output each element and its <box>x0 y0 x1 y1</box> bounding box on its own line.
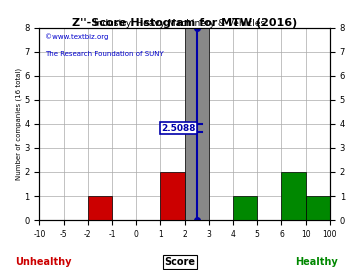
Bar <box>88 196 112 220</box>
Bar <box>306 196 330 220</box>
Text: Healthy: Healthy <box>296 257 338 267</box>
Bar <box>185 28 209 220</box>
Bar <box>161 172 185 220</box>
Title: Z''-Score Histogram for MTW (2016): Z''-Score Histogram for MTW (2016) <box>72 18 297 28</box>
Bar <box>233 196 257 220</box>
Text: ©www.textbiz.org: ©www.textbiz.org <box>45 33 109 40</box>
Text: Score: Score <box>165 257 195 267</box>
Text: 2.5088: 2.5088 <box>161 124 196 133</box>
Y-axis label: Number of companies (16 total): Number of companies (16 total) <box>15 68 22 180</box>
Bar <box>282 172 306 220</box>
Text: The Research Foundation of SUNY: The Research Foundation of SUNY <box>45 51 164 57</box>
Text: Industry: Heavy Machinery & Vehicles: Industry: Heavy Machinery & Vehicles <box>94 19 266 28</box>
Text: Unhealthy: Unhealthy <box>15 257 71 267</box>
